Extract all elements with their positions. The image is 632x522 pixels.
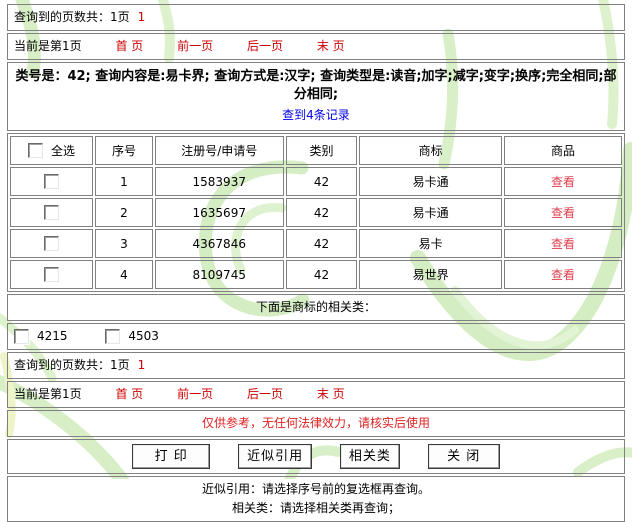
related-class-checkbox[interactable] <box>14 329 29 344</box>
action-buttons-bar: 打 印 近似引用 相关类 关 闭 <box>7 439 625 474</box>
table-header-row: 全选 序号 注册号/申请号 类别 商标 商品 <box>10 136 622 165</box>
related-class-checkbox[interactable] <box>105 329 121 344</box>
pagination-bar-bottom: 当前是第1页 首 页 前一页 后一页 末 页 <box>7 381 625 408</box>
help-box: 近似引用：请选择序号前的复选框再查询。 相关类：请选择相关类再查询； <box>7 476 625 522</box>
row-checkbox[interactable] <box>44 174 60 189</box>
class-header: 类别 <box>285 136 358 165</box>
row-select-cell <box>10 198 94 227</box>
page-number-link[interactable]: 1 <box>137 358 146 372</box>
related-class-option: 4503 <box>105 329 159 344</box>
row-regno: 1583937 <box>154 167 284 196</box>
help-line-similar: 近似引用：请选择序号前的复选框再查询。 <box>201 482 430 496</box>
view-goods-link[interactable]: 查看 <box>550 237 575 251</box>
row-checkbox[interactable] <box>44 267 60 282</box>
results-table-container: 全选 序号 注册号/申请号 类别 商标 商品 1 1583937 42 易卡通 … <box>7 133 625 292</box>
query-summary-box: 类号是：42; 查询内容是:易卡界; 查询方式是:汉字; 查询类型是:读音;加字… <box>7 62 625 131</box>
help-line-related: 相关类：请选择相关类再查询； <box>231 501 400 515</box>
row-trademark: 易卡通 <box>359 198 502 227</box>
related-class-label: 4215 <box>37 329 68 343</box>
row-goods-cell: 查看 <box>503 198 622 227</box>
query-summary-text: 类号是：42; 查询内容是:易卡界; 查询方式是:汉字; 查询类型是:读音;加字… <box>15 69 617 102</box>
row-trademark: 易世界 <box>359 260 502 289</box>
disclaimer-box: 仅供参考，无任何法律效力，请核实后使用 <box>7 410 625 437</box>
page-count-bar-bottom: 查询到的页数共：1页 1 <box>7 352 625 379</box>
row-goods-cell: 查看 <box>503 260 622 289</box>
page-count-bar-top: 查询到的页数共：1页 1 <box>7 4 625 31</box>
row-index: 2 <box>95 198 153 227</box>
related-classes-title-box: 下面是商标的相关类： <box>7 294 625 321</box>
first-page-link[interactable]: 首 页 <box>115 387 144 401</box>
regno-header: 注册号/申请号 <box>154 136 284 165</box>
row-goods-cell: 查看 <box>503 167 622 196</box>
page-count-label: 查询到的页数共：1页 <box>14 358 130 372</box>
row-class: 42 <box>285 167 358 196</box>
view-goods-link[interactable]: 查看 <box>550 268 575 282</box>
prev-page-link[interactable]: 前一页 <box>177 387 214 401</box>
row-regno: 8109745 <box>154 260 284 289</box>
records-found-link[interactable]: 查到4条记录 <box>282 108 350 122</box>
close-button[interactable]: 关 闭 <box>427 444 500 469</box>
row-goods-cell: 查看 <box>503 229 622 258</box>
row-checkbox[interactable] <box>44 236 60 251</box>
related-class-option: 4215 <box>14 329 71 344</box>
row-regno: 4367846 <box>154 229 284 258</box>
prev-page-link[interactable]: 前一页 <box>177 39 214 53</box>
row-select-cell <box>10 260 94 289</box>
table-row: 2 1635697 42 易卡通 查看 <box>10 198 622 227</box>
trademark-header: 商标 <box>359 136 502 165</box>
select-all-header: 全选 <box>10 136 94 165</box>
row-index: 4 <box>95 260 153 289</box>
select-all-label: 全选 <box>51 144 76 158</box>
table-row: 4 8109745 42 易世界 查看 <box>10 260 622 289</box>
row-checkbox[interactable] <box>44 205 60 220</box>
row-select-cell <box>10 229 94 258</box>
row-class: 42 <box>285 260 358 289</box>
disclaimer-text: 仅供参考，无任何法律效力，请核实后使用 <box>201 416 430 430</box>
page-count-label: 查询到的页数共：1页 <box>14 10 130 24</box>
current-page-label: 当前是第1页 <box>14 387 82 401</box>
next-page-link[interactable]: 后一页 <box>246 387 283 401</box>
last-page-link[interactable]: 末 页 <box>316 387 345 401</box>
last-page-link[interactable]: 末 页 <box>316 39 345 53</box>
view-goods-link[interactable]: 查看 <box>550 206 575 220</box>
select-all-checkbox[interactable] <box>28 143 44 158</box>
current-page-label: 当前是第1页 <box>14 39 82 53</box>
row-trademark: 易卡 <box>359 229 502 258</box>
row-index: 1 <box>95 167 153 196</box>
print-button[interactable]: 打 印 <box>132 444 211 469</box>
index-header: 序号 <box>95 136 153 165</box>
view-goods-link[interactable]: 查看 <box>550 175 575 189</box>
similar-cite-button[interactable]: 近似引用 <box>238 444 313 469</box>
table-row: 3 4367846 42 易卡 查看 <box>10 229 622 258</box>
related-class-button[interactable]: 相关类 <box>339 444 400 469</box>
pagination-bar-top: 当前是第1页 首 页 前一页 后一页 末 页 <box>7 33 625 60</box>
row-select-cell <box>10 167 94 196</box>
related-class-label: 4503 <box>128 329 159 343</box>
first-page-link[interactable]: 首 页 <box>115 39 144 53</box>
next-page-link[interactable]: 后一页 <box>246 39 283 53</box>
page-number-link[interactable]: 1 <box>137 10 146 24</box>
row-regno: 1635697 <box>154 198 284 227</box>
row-class: 42 <box>285 229 358 258</box>
row-class: 42 <box>285 198 358 227</box>
row-index: 3 <box>95 229 153 258</box>
results-table: 全选 序号 注册号/申请号 类别 商标 商品 1 1583937 42 易卡通 … <box>8 134 624 291</box>
table-row: 1 1583937 42 易卡通 查看 <box>10 167 622 196</box>
goods-header: 商品 <box>503 136 622 165</box>
related-classes-box: 4215 4503 <box>7 323 625 350</box>
related-classes-title: 下面是商标的相关类： <box>255 300 376 314</box>
row-trademark: 易卡通 <box>359 167 502 196</box>
